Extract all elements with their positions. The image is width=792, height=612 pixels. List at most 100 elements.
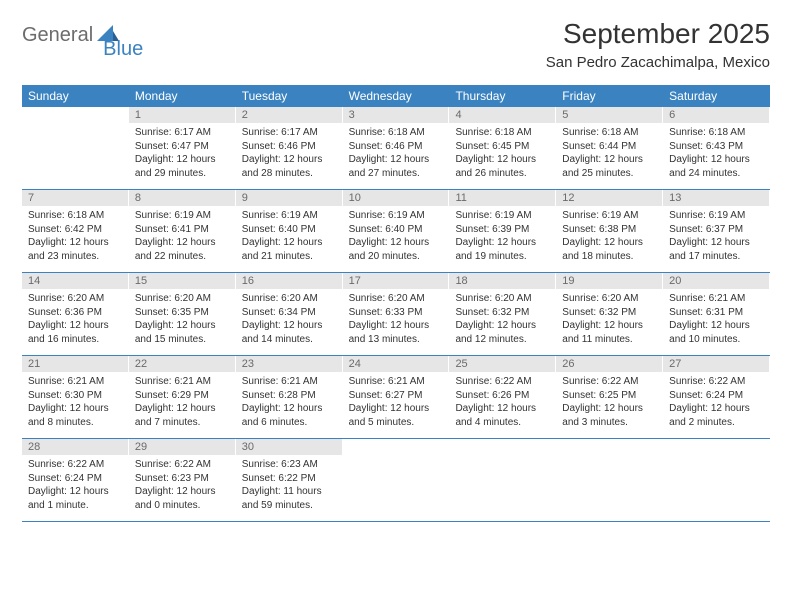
day-cell: 21 Sunrise: 6:21 AMSunset: 6:30 PMDayligh… [22,356,129,438]
sunrise-text: Sunrise: 6:20 AM [349,292,443,306]
day-number: 21 [22,356,128,372]
sunset-text: Sunset: 6:44 PM [562,140,656,154]
day-details: Sunrise: 6:18 AMSunset: 6:43 PMDaylight:… [663,123,769,184]
day-number: 20 [663,273,769,289]
day-details: Sunrise: 6:20 AMSunset: 6:32 PMDaylight:… [449,289,555,350]
day-number: 29 [129,439,235,455]
daylight-line1: Daylight: 12 hours [669,153,763,167]
daylight-line2: and 18 minutes. [562,250,656,264]
sunrise-text: Sunrise: 6:22 AM [28,458,122,472]
day-number: 9 [236,190,342,206]
sunrise-text: Sunrise: 6:20 AM [135,292,229,306]
day-number: 26 [556,356,662,372]
day-number: 6 [663,107,769,123]
sunrise-text: Sunrise: 6:21 AM [349,375,443,389]
day-cell: 15Sunrise: 6:20 AMSunset: 6:35 PMDayligh… [129,273,236,355]
sunset-text: Sunset: 6:29 PM [135,389,229,403]
header: General Blue September 2025 San Pedro Za… [22,18,770,71]
daylight-line2: and 19 minutes. [455,250,549,264]
day-details: Sunrise: 6:18 AMSunset: 6:45 PMDaylight:… [449,123,555,184]
sunrise-text: Sunrise: 6:18 AM [562,126,656,140]
sunrise-text: Sunrise: 6:21 AM [28,375,122,389]
daylight-line2: and 10 minutes. [669,333,763,347]
daylight-line1: Daylight: 12 hours [28,402,122,416]
sunrise-text: Sunrise: 6:20 AM [562,292,656,306]
day-number: 11 [449,190,555,206]
daylight-line2: and 11 minutes. [562,333,656,347]
day-details: Sunrise: 6:21 AMSunset: 6:28 PMDaylight:… [236,372,342,433]
sunrise-text: Sunrise: 6:19 AM [562,209,656,223]
day-details: Sunrise: 6:20 AMSunset: 6:34 PMDaylight:… [236,289,342,350]
weekday-header-row: SundayMondayTuesdayWednesdayThursdayFrid… [22,85,770,107]
sunset-text: Sunset: 6:33 PM [349,306,443,320]
sunset-text: Sunset: 6:24 PM [669,389,763,403]
daylight-line1: Daylight: 12 hours [242,236,336,250]
day-cell: 5Sunrise: 6:18 AMSunset: 6:44 PMDaylight… [556,107,663,189]
day-cell: 27Sunrise: 6:22 AMSunset: 6:24 PMDayligh… [663,356,770,438]
day-cell: 24 Sunrise: 6:21 AMSunset: 6:27 PMDayligh… [343,356,450,438]
sunrise-text: Sunrise: 6:20 AM [455,292,549,306]
sunrise-text: Sunrise: 6:19 AM [135,209,229,223]
day-cell: 10Sunrise: 6:19 AMSunset: 6:40 PMDayligh… [343,190,450,272]
day-number: 12 [556,190,662,206]
day-details: Sunrise: 6:20 AMSunset: 6:32 PMDaylight:… [556,289,662,350]
daylight-line1: Daylight: 12 hours [349,319,443,333]
sunrise-text: Sunrise: 6:19 AM [455,209,549,223]
daylight-line2: and 21 minutes. [242,250,336,264]
sunset-text: Sunset: 6:36 PM [28,306,122,320]
day-number: 22 [129,356,235,372]
day-details: Sunrise: 6:21 AMSunset: 6:29 PMDaylight:… [129,372,235,433]
day-number: 1 [129,107,235,123]
day-cell: 1Sunrise: 6:17 AMSunset: 6:47 PMDaylight… [129,107,236,189]
sunrise-text: Sunrise: 6:22 AM [669,375,763,389]
daylight-line2: and 4 minutes. [455,416,549,430]
sunset-text: Sunset: 6:43 PM [669,140,763,154]
day-details: Sunrise: 6:19 AMSunset: 6:38 PMDaylight:… [556,206,662,267]
weekday-header: Wednesday [343,85,450,107]
empty-day-cell [449,439,556,521]
day-number: 24 [343,356,449,372]
sunset-text: Sunset: 6:34 PM [242,306,336,320]
day-cell: 22Sunrise: 6:21 AMSunset: 6:29 PMDayligh… [129,356,236,438]
day-number: 8 [129,190,235,206]
sunset-text: Sunset: 6:27 PM [349,389,443,403]
daylight-line2: and 27 minutes. [349,167,443,181]
daylight-line2: and 6 minutes. [242,416,336,430]
sunrise-text: Sunrise: 6:18 AM [28,209,122,223]
sunset-text: Sunset: 6:30 PM [28,389,122,403]
day-number: 16 [236,273,342,289]
sunrise-text: Sunrise: 6:21 AM [669,292,763,306]
sunrise-text: Sunrise: 6:23 AM [242,458,336,472]
day-number: 23 [236,356,342,372]
sunrise-text: Sunrise: 6:18 AM [455,126,549,140]
day-cell: 9Sunrise: 6:19 AMSunset: 6:40 PMDaylight… [236,190,343,272]
day-number: 7 [22,190,128,206]
day-details: Sunrise: 6:23 AMSunset: 6:22 PMDaylight:… [236,455,342,516]
daylight-line2: and 8 minutes. [28,416,122,430]
day-cell: 6Sunrise: 6:18 AMSunset: 6:43 PMDaylight… [663,107,770,189]
title-block: September 2025 San Pedro Zacachimalpa, M… [546,18,770,71]
daylight-line1: Daylight: 11 hours [242,485,336,499]
sunset-text: Sunset: 6:22 PM [242,472,336,486]
daylight-line1: Daylight: 12 hours [135,236,229,250]
day-details: Sunrise: 6:18 AMSunset: 6:42 PMDaylight:… [22,206,128,267]
day-details: Sunrise: 6:22 AMSunset: 6:26 PMDaylight:… [449,372,555,433]
daylight-line1: Daylight: 12 hours [349,236,443,250]
day-details: Sunrise: 6:19 AMSunset: 6:41 PMDaylight:… [129,206,235,267]
day-details: Sunrise: 6:20 AMSunset: 6:35 PMDaylight:… [129,289,235,350]
sunset-text: Sunset: 6:31 PM [669,306,763,320]
daylight-line1: Daylight: 12 hours [349,402,443,416]
daylight-line2: and 20 minutes. [349,250,443,264]
daylight-line1: Daylight: 12 hours [455,153,549,167]
week-row: 14Sunrise: 6:20 AMSunset: 6:36 PMDayligh… [22,273,770,356]
daylight-line1: Daylight: 12 hours [242,319,336,333]
sunrise-text: Sunrise: 6:19 AM [669,209,763,223]
day-details: Sunrise: 6:19 AMSunset: 6:40 PMDaylight:… [236,206,342,267]
empty-day-cell [22,107,129,189]
day-number: 19 [556,273,662,289]
daylight-line1: Daylight: 12 hours [28,319,122,333]
sunrise-text: Sunrise: 6:20 AM [242,292,336,306]
day-details: Sunrise: 6:19 AMSunset: 6:37 PMDaylight:… [663,206,769,267]
daylight-line1: Daylight: 12 hours [135,319,229,333]
day-cell: 20Sunrise: 6:21 AMSunset: 6:31 PMDayligh… [663,273,770,355]
